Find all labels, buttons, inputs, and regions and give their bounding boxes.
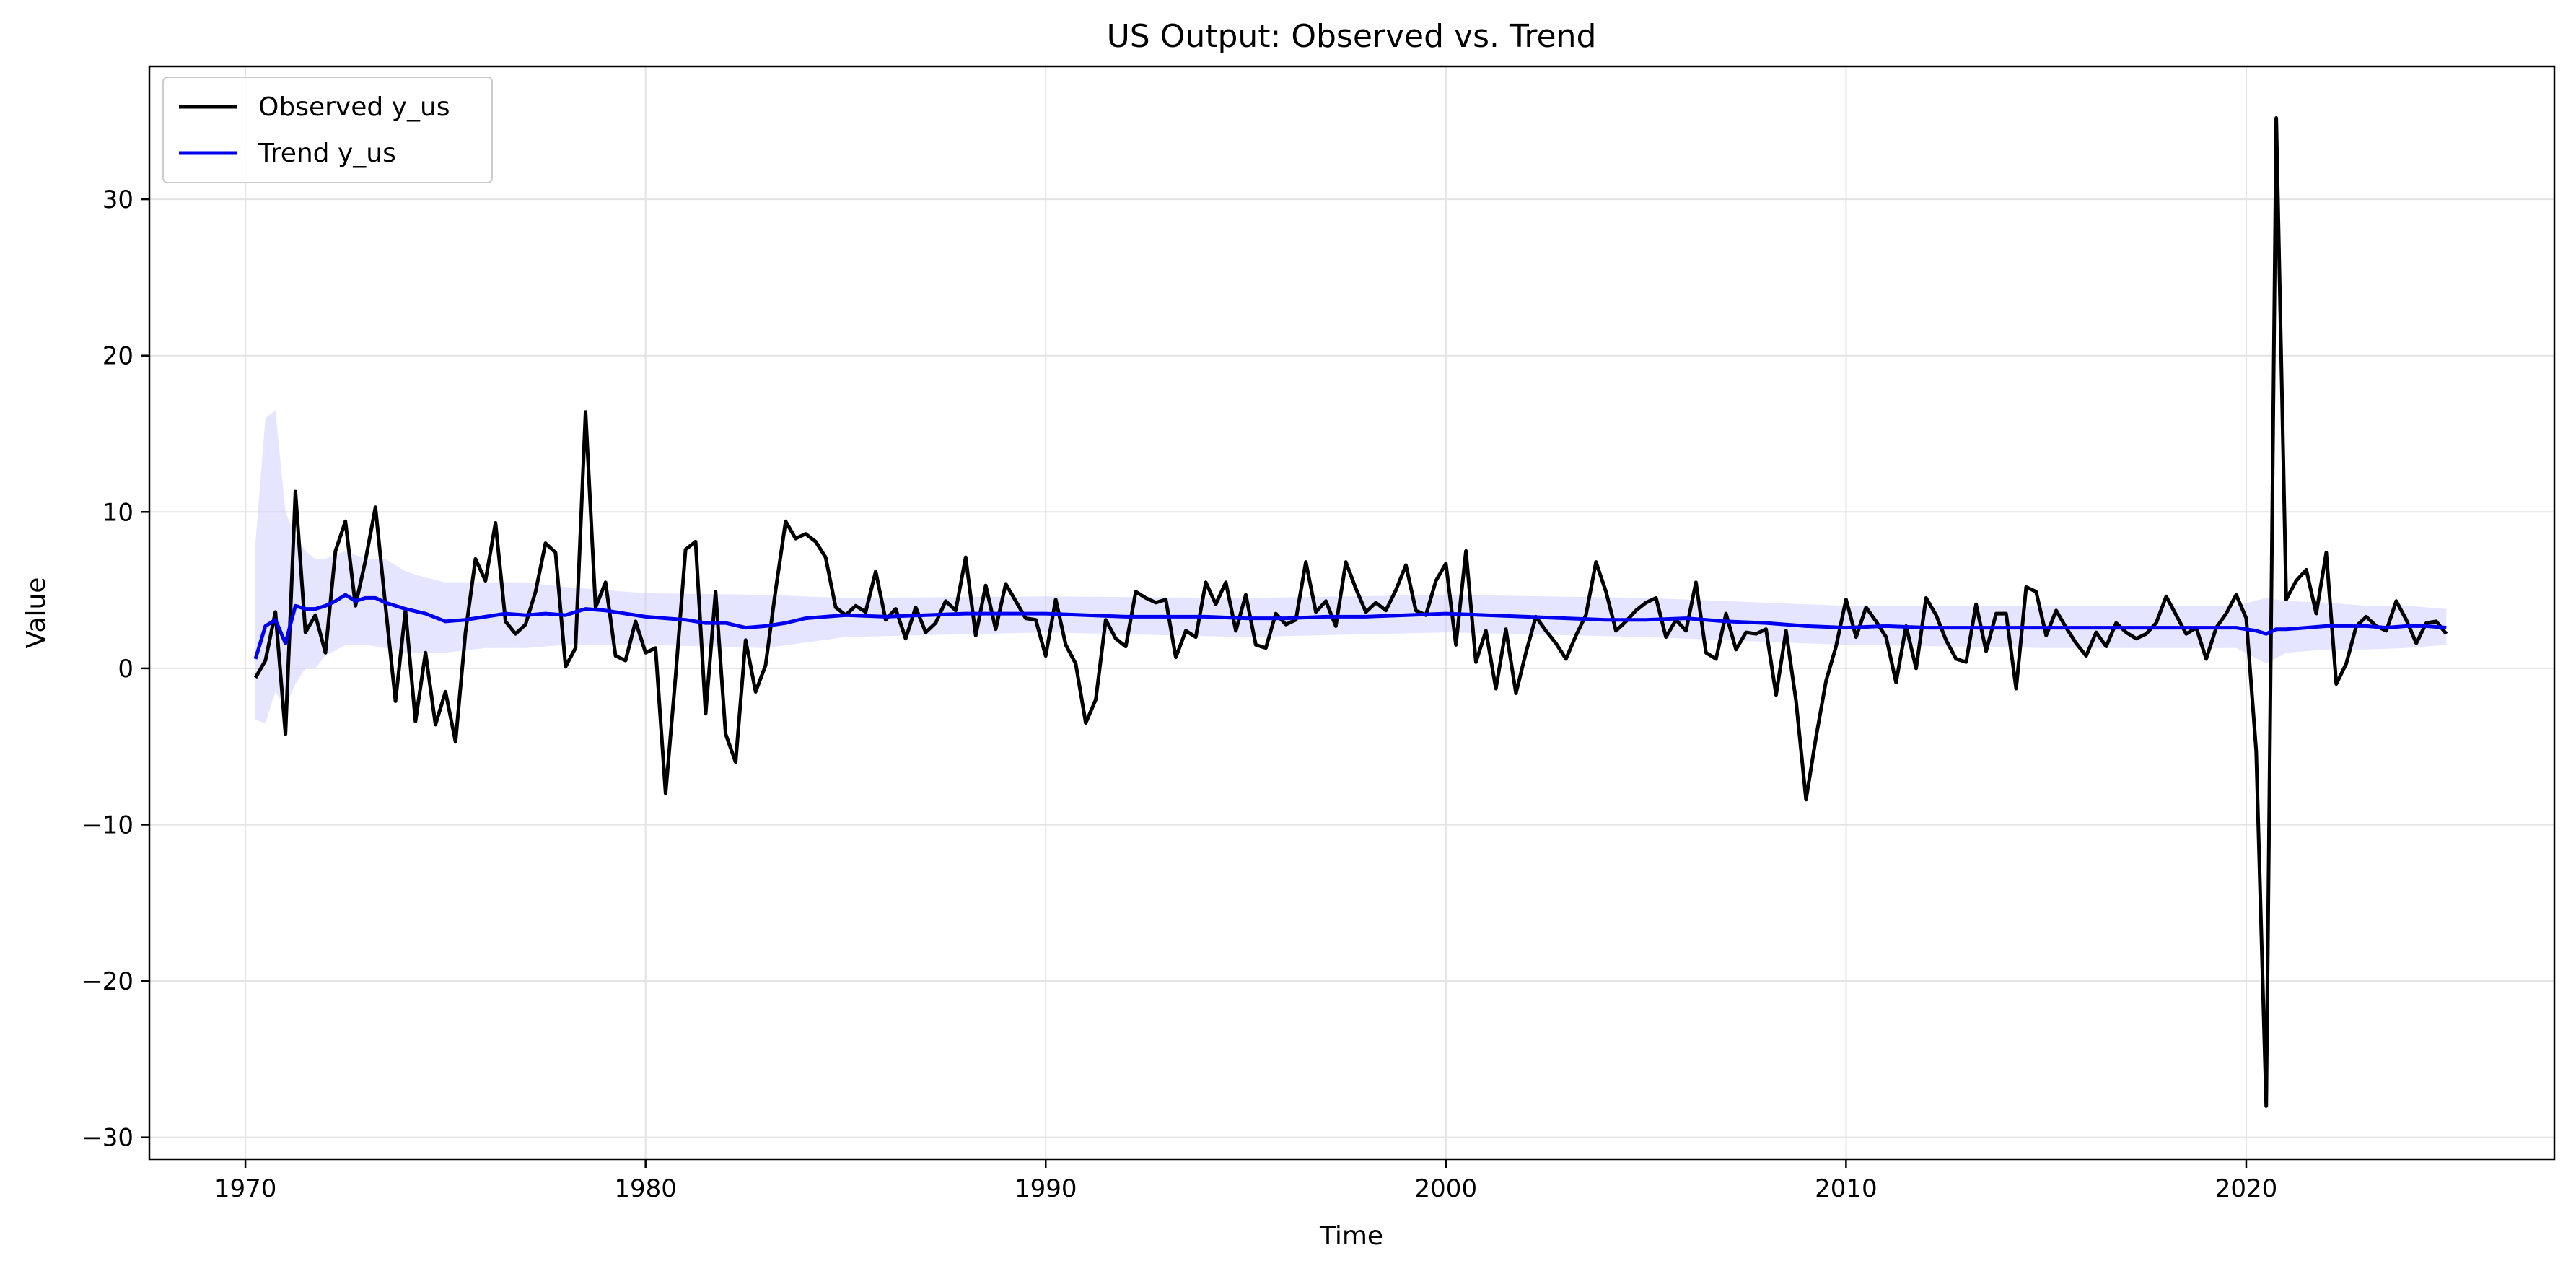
y-tick-label: 20 — [102, 342, 133, 371]
x-tick-label: 2000 — [1415, 1174, 1478, 1203]
chart-title: US Output: Observed vs. Trend — [1107, 18, 1597, 55]
y-tick-label: 0 — [118, 655, 133, 684]
plot-frame — [148, 65, 2556, 1161]
x-axis-label: Time — [1319, 1221, 1383, 1251]
y-tick-label: −20 — [82, 967, 133, 996]
x-tick-label: 1980 — [614, 1174, 677, 1203]
x-tick-label: 2020 — [2215, 1174, 2278, 1203]
legend-box — [162, 77, 493, 183]
legend: Observed y_us Trend y_us — [162, 77, 493, 183]
y-axis-label: Value — [22, 577, 51, 649]
legend-trend-label: Trend y_us — [258, 139, 396, 168]
trend-line — [253, 593, 2447, 660]
x-tick-label: 1990 — [1015, 1174, 1077, 1203]
y-tick-label: 30 — [102, 186, 133, 214]
trend-confidence-band — [255, 410, 2447, 723]
observed-line — [253, 116, 2448, 1108]
y-tick-label: −10 — [82, 811, 133, 839]
x-axis: 1970 1980 1990 2000 2010 2020 — [214, 1159, 2277, 1203]
y-tick-label: −30 — [82, 1124, 133, 1153]
y-axis: −30 −20 −10 0 10 20 30 — [82, 186, 149, 1153]
x-tick-label: 2010 — [1815, 1174, 1878, 1203]
x-tick-label: 1970 — [214, 1174, 277, 1203]
legend-observed-label: Observed y_us — [258, 92, 450, 122]
y-tick-label: 10 — [102, 498, 133, 527]
